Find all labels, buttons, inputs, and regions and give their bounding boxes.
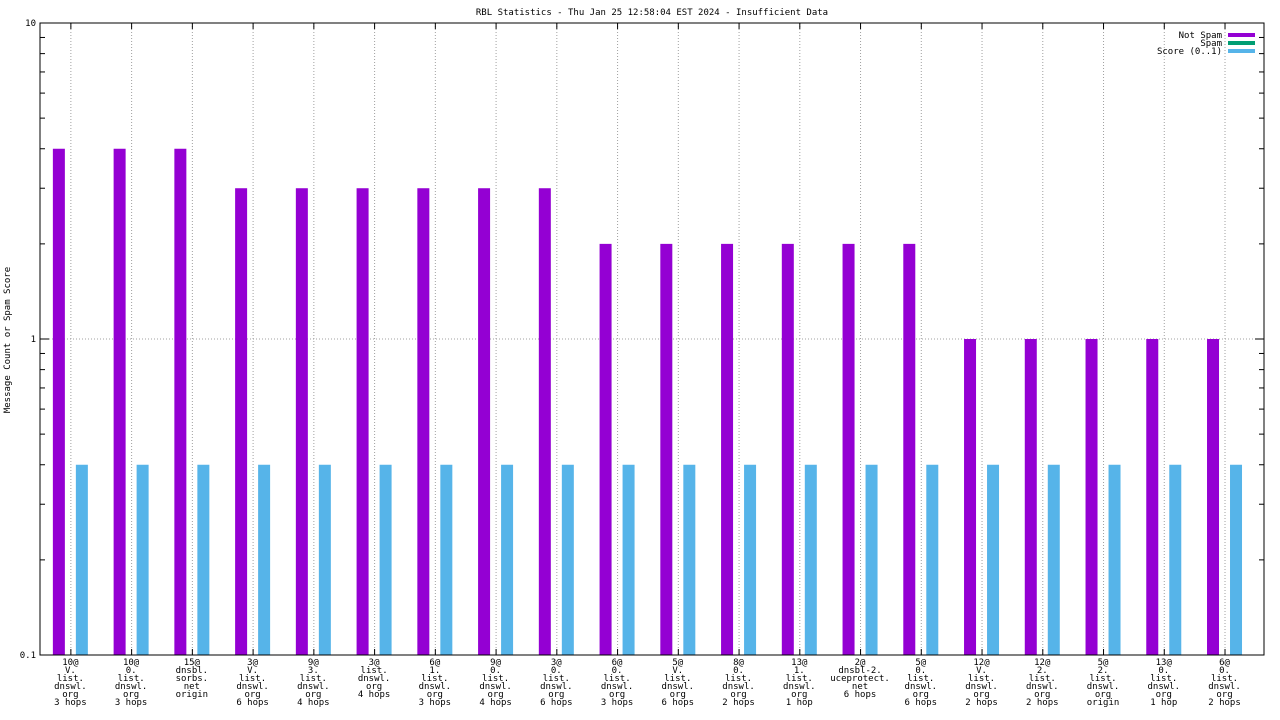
bar-not-spam bbox=[235, 188, 248, 656]
bar-score-0-1 bbox=[926, 464, 939, 655]
x-tick-label: 8@ 0. list. dnswl. org 2 hops bbox=[722, 658, 755, 708]
x-tick-label: 3@ 0. list. dnswl. org 6 hops bbox=[540, 658, 573, 708]
bars bbox=[52, 148, 1243, 656]
x-tick-label: 9@ 0. list. dnswl. org 4 hops bbox=[479, 658, 512, 708]
bar-score-0-1 bbox=[744, 464, 757, 655]
bar-not-spam bbox=[1024, 339, 1037, 655]
x-tick-label: 13@ 0. list. dnswl. org 1 hop bbox=[1148, 658, 1181, 708]
bar-score-0-1 bbox=[561, 464, 574, 655]
y-tick-labels: 0.1 1 10 bbox=[20, 19, 36, 661]
bar-score-0-1 bbox=[75, 464, 88, 655]
x-tick-label: 5@ 0. list. dnswl. org 6 hops bbox=[905, 658, 938, 708]
x-tick-label: 3@ list. dnswl. org 4 hops bbox=[358, 658, 391, 700]
bar-not-spam bbox=[356, 188, 369, 656]
x-tick-labels: 10@ V. list. dnswl. org 3 hops 10@ 0. list. dnswl… bbox=[54, 658, 1241, 708]
x-tick-label: 9@ 3. list. dnswl. org 4 hops bbox=[297, 658, 330, 708]
bar-not-spam bbox=[295, 188, 308, 656]
x-tick-label: 13@ 1. list. dnswl. org 1 hop bbox=[783, 658, 816, 708]
bar-not-spam bbox=[599, 243, 612, 655]
bar-score-0-1 bbox=[379, 464, 392, 655]
x-tick-label: 2@ dnsbl-2. uceprotect. net 6 hops bbox=[830, 658, 890, 700]
y-tick-label: 0.1 bbox=[20, 651, 36, 661]
bar-not-spam bbox=[538, 188, 551, 656]
bar-not-spam bbox=[1085, 339, 1098, 655]
bar-not-spam bbox=[1146, 339, 1159, 655]
bar-not-spam bbox=[52, 148, 65, 655]
legend-label: Score (0..1) bbox=[1157, 47, 1222, 57]
x-tick-label: 5@ 2. list. dnswl. org origin bbox=[1087, 658, 1120, 708]
bar-score-0-1 bbox=[197, 464, 210, 655]
bar-not-spam bbox=[964, 339, 977, 655]
bar-score-0-1 bbox=[258, 464, 271, 655]
bar-score-0-1 bbox=[318, 464, 331, 655]
x-tick-label: 6@ 0. list. dnswl. org 3 hops bbox=[601, 658, 634, 708]
bar-score-0-1 bbox=[1230, 464, 1243, 655]
legend-label: Spam bbox=[1200, 39, 1222, 49]
bar-score-0-1 bbox=[804, 464, 817, 655]
bar-not-spam bbox=[660, 243, 673, 655]
x-tick-label: 12@ 2. list. dnswl. org 2 hops bbox=[1026, 658, 1059, 708]
bar-not-spam bbox=[1207, 339, 1220, 655]
bar-score-0-1 bbox=[683, 464, 696, 655]
bar-score-0-1 bbox=[865, 464, 878, 655]
y-tick-label: 1 bbox=[31, 335, 36, 345]
bar-score-0-1 bbox=[1047, 464, 1060, 655]
bar-score-0-1 bbox=[1169, 464, 1182, 655]
bar-not-spam bbox=[842, 243, 855, 655]
x-tick-label: 3@ V. list. dnswl. org 6 hops bbox=[236, 658, 269, 708]
bar-score-0-1 bbox=[440, 464, 453, 655]
x-tick-label: 6@ 0. list. dnswl. org 2 hops bbox=[1208, 658, 1241, 708]
bar-not-spam bbox=[781, 243, 794, 655]
chart-title: RBL Statistics - Thu Jan 25 12:58:04 EST… bbox=[476, 8, 828, 18]
x-tick-label: 15@ dnsbl. sorbs. net origin bbox=[176, 658, 209, 700]
bar-score-0-1 bbox=[622, 464, 635, 655]
bar-score-0-1 bbox=[501, 464, 514, 655]
bar-not-spam bbox=[903, 243, 916, 655]
legend-label: Not Spam bbox=[1179, 31, 1222, 41]
bar-score-0-1 bbox=[1108, 464, 1121, 655]
x-tick-label: 10@ V. list. dnswl. org 3 hops bbox=[54, 658, 87, 708]
bar-not-spam bbox=[417, 188, 430, 656]
legend-swatch bbox=[1228, 41, 1255, 45]
x-tick-label: 10@ 0. list. dnswl. org 3 hops bbox=[115, 658, 148, 708]
bar-not-spam bbox=[721, 243, 734, 655]
bar-score-0-1 bbox=[987, 464, 1000, 655]
bar-not-spam bbox=[113, 148, 126, 655]
x-tick-label: 6@ 1. list. dnswl. org 3 hops bbox=[419, 658, 452, 708]
axis-ticks bbox=[40, 22, 1264, 656]
x-tick-label: 12@ V. list. dnswl. org 2 hops bbox=[965, 658, 998, 708]
x-tick-label: 5@ V. list. dnswl. org 6 hops bbox=[662, 658, 695, 708]
bar-score-0-1 bbox=[136, 464, 149, 655]
y-axis-label: Message Count or Spam Score bbox=[3, 267, 13, 413]
legend-swatch bbox=[1228, 49, 1255, 53]
bar-not-spam bbox=[174, 148, 187, 655]
bar-not-spam bbox=[478, 188, 491, 656]
legend-swatch bbox=[1228, 33, 1255, 37]
grid-lines bbox=[40, 23, 1264, 655]
y-tick-label: 10 bbox=[25, 19, 36, 29]
